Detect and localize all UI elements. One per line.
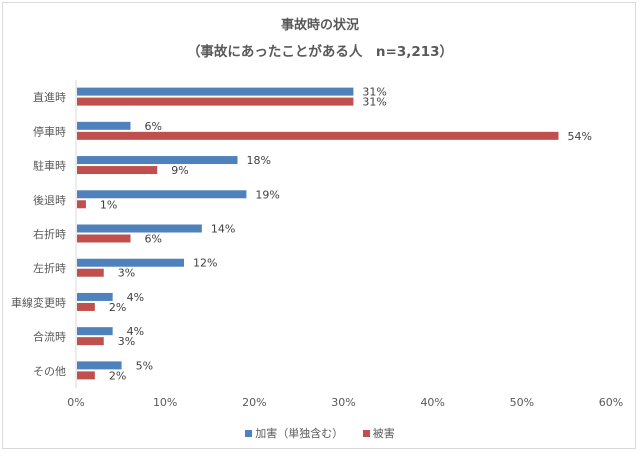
data-label: 3% [118, 267, 135, 280]
category-label: 車線変更時 [11, 295, 66, 309]
legend-swatch-blue [245, 430, 253, 437]
data-label: 2% [109, 369, 126, 382]
bar-perpetrator [77, 327, 113, 336]
data-label: 1% [100, 198, 117, 211]
bar-perpetrator [77, 87, 354, 96]
x-tick-label: 30% [331, 396, 355, 409]
data-label: 3% [118, 335, 135, 348]
data-label: 2% [109, 301, 126, 314]
data-label: 4% [127, 325, 144, 338]
bar-victim [77, 302, 95, 311]
data-label: 18% [247, 154, 271, 167]
data-label: 9% [171, 164, 188, 177]
bar-victim [77, 97, 354, 106]
category-label: 右折時 [33, 227, 66, 241]
data-label: 5% [136, 359, 153, 372]
x-tick-label: 10% [153, 396, 177, 409]
bar-perpetrator [77, 121, 131, 130]
category-label: 後退時 [33, 193, 66, 207]
data-label: 31% [362, 96, 386, 109]
legend-label: 被害 [372, 427, 395, 440]
category-label: 駐車時 [33, 159, 66, 173]
x-tick-label: 40% [420, 396, 444, 409]
data-label: 4% [127, 291, 144, 304]
category-label: 停車時 [33, 124, 66, 138]
bar-victim [77, 268, 104, 277]
bar-perpetrator [77, 156, 238, 165]
data-label: 6% [145, 120, 162, 133]
legend-swatch-red [362, 430, 370, 437]
legend-item-perpetrator: 加害（単独含む） [245, 425, 343, 441]
bar-perpetrator [77, 292, 113, 301]
x-tick-label: 0% [67, 396, 84, 409]
legend-label: 加害（単独含む） [255, 427, 344, 440]
chart-legend: 加害（単独含む） 被害 [0, 425, 640, 441]
category-label: 左折時 [33, 261, 66, 275]
bar-perpetrator [77, 361, 122, 370]
bar-victim [77, 200, 86, 209]
bar-victim [77, 337, 104, 346]
chart-subtitle: （事故にあったことがある人 n=3,213） [186, 44, 454, 60]
bar-perpetrator [77, 190, 247, 199]
data-label: 31% [362, 86, 386, 99]
bar-perpetrator [77, 224, 202, 233]
category-label: その他 [33, 365, 66, 378]
bar-perpetrator [77, 258, 184, 267]
x-tick-label: 50% [510, 396, 534, 409]
data-label: 12% [193, 257, 217, 270]
bar-victim [77, 371, 95, 380]
bar-victim [77, 166, 158, 175]
data-label: 6% [145, 233, 162, 246]
x-tick-label: 60% [599, 396, 623, 409]
data-label: 19% [255, 188, 279, 201]
bar-victim [77, 131, 559, 140]
category-label: 合流時 [33, 330, 66, 344]
chart-title: 事故時の状況 [280, 18, 359, 33]
bar-victim [77, 234, 131, 243]
category-label: 直進時 [33, 90, 66, 104]
data-label: 14% [211, 223, 235, 236]
legend-item-victim: 被害 [362, 425, 395, 441]
data-label: 54% [568, 130, 592, 143]
x-tick-label: 20% [242, 396, 266, 409]
